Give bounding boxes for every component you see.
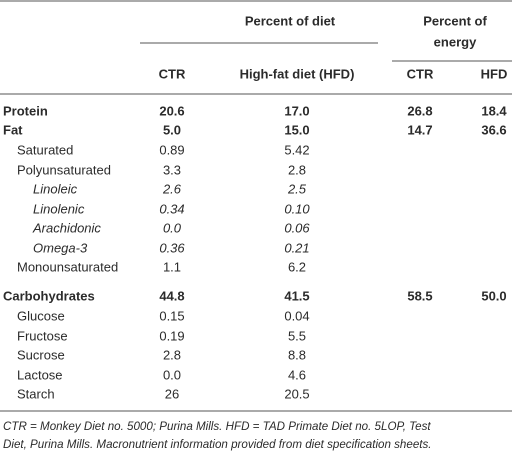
row-label: Sucrose (17, 347, 65, 362)
cell: 44.8 (159, 288, 184, 303)
cell: 0.21 (284, 240, 309, 255)
cell: 0.19 (159, 328, 184, 343)
cell: 50.0 (481, 288, 506, 303)
cell: 3.3 (163, 162, 181, 177)
row-label: Fat (3, 122, 23, 137)
cell: 26 (165, 386, 179, 401)
column-header: HFD (481, 66, 508, 81)
cell: 8.8 (288, 347, 306, 362)
cell: 0.0 (163, 367, 181, 382)
cell: 5.42 (284, 142, 309, 157)
row-label: Polyunsaturated (17, 162, 111, 177)
column-header: CTR (159, 66, 186, 81)
row-label: Arachidonic (32, 220, 101, 235)
footnote: CTR = Monkey Diet no. 5000; Purina Mills… (3, 420, 431, 433)
cell: 6.2 (288, 259, 306, 274)
row-label: Omega-3 (33, 240, 88, 255)
cell: 20.5 (284, 386, 309, 401)
column-header: CTR (407, 66, 434, 81)
cell: 2.8 (288, 162, 306, 177)
group-header: Percent of diet (245, 13, 336, 28)
row-label: Fructose (17, 328, 68, 343)
cell: 15.0 (284, 122, 309, 137)
cell: 18.4 (481, 103, 507, 118)
cell: 36.6 (481, 122, 506, 137)
cell: 1.1 (163, 259, 181, 274)
cell: 0.06 (284, 220, 310, 235)
cell: 26.8 (407, 103, 432, 118)
row-label: Monounsaturated (17, 259, 118, 274)
cell: 2.5 (287, 181, 307, 196)
footnote: Diet, Purina Mills. Macronutrient inform… (3, 438, 432, 451)
cell: 0.36 (159, 240, 185, 255)
cell: 58.5 (407, 288, 432, 303)
group-header: Percent of (423, 13, 487, 28)
cell: 0.34 (159, 201, 184, 216)
row-label: Lactose (17, 367, 63, 382)
cell: 5.0 (163, 122, 181, 137)
cell: 5.5 (288, 328, 306, 343)
row-label: Protein (3, 103, 48, 118)
cell: 2.8 (163, 347, 181, 362)
cell: 14.7 (407, 122, 432, 137)
row-label: Starch (17, 386, 55, 401)
cell: 41.5 (284, 288, 309, 303)
cell: 17.0 (284, 103, 309, 118)
cell: 2.6 (162, 181, 182, 196)
cell: 0.89 (159, 142, 184, 157)
row-label: Linolenic (33, 201, 85, 216)
row-label: Glucose (17, 308, 65, 323)
cell: 0.15 (159, 308, 184, 323)
row-label: Linoleic (33, 181, 78, 196)
cell: 20.6 (159, 103, 184, 118)
cell: 0.10 (284, 201, 310, 216)
cell: 0.04 (284, 308, 309, 323)
column-header: High-fat diet (HFD) (240, 66, 355, 81)
group-header: energy (434, 34, 477, 49)
cell: 4.6 (288, 367, 306, 382)
row-label: Saturated (17, 142, 73, 157)
row-label: Carbohydrates (3, 288, 95, 303)
cell: 0.0 (163, 220, 182, 235)
